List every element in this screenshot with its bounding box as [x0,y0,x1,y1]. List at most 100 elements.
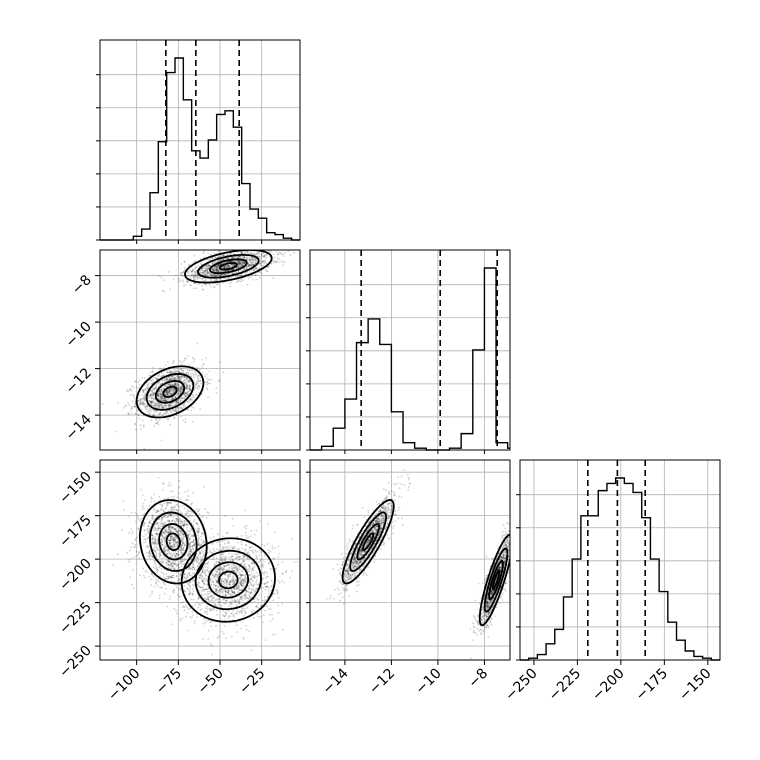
sample-point [152,414,155,417]
sample-point [157,581,160,583]
sample-point [198,375,200,377]
sample-point [158,550,161,552]
sample-point [164,378,167,380]
sample-point [141,377,144,379]
sample-point [180,272,182,274]
sample-point [172,360,175,362]
sample-point [158,594,161,597]
sample-point [139,398,142,400]
sample-point [145,388,147,390]
sample-point [168,404,170,406]
sample-point [248,559,251,561]
sample-point [254,262,256,265]
sample-point [146,383,149,386]
sample-point [193,407,195,409]
sample-point [167,393,170,395]
sample-point [202,533,205,535]
sample-point [150,497,153,500]
sample-point [151,593,153,596]
sample-point [167,389,170,392]
sample-point [188,387,191,390]
sample-point [214,274,217,277]
sample-point [170,402,173,405]
sample-point [166,501,169,504]
sample-point [169,384,172,387]
sample-point [207,263,210,266]
sample-point [164,507,167,510]
sample-point [186,369,189,372]
sample-point [160,395,162,398]
sample-point [194,622,196,625]
sample-point [214,569,217,572]
sample-point [306,235,308,237]
sample-point [163,522,166,525]
sample-point [157,394,160,397]
sample-point [134,403,137,406]
sample-point [163,583,166,586]
sample-point [184,557,186,559]
sample-point [127,412,130,414]
sample-point [157,382,160,385]
sample-point [181,361,184,364]
sample-point [149,394,152,396]
sample-point [208,264,210,267]
sample-point [178,389,180,392]
sample-point [226,266,228,268]
sample-point [197,377,200,380]
sample-point [193,358,196,360]
sample-point [155,571,158,574]
sample-point [181,617,184,619]
sample-point [168,377,171,380]
sample-point [174,383,177,386]
sample-point [274,531,277,534]
sample-point [171,398,174,401]
sample-point [129,388,131,390]
sample-point [252,279,255,281]
sample-point [229,546,232,548]
sample-point [157,529,160,532]
sample-point [186,629,189,632]
sample-point [175,520,178,522]
sample-point [172,526,175,529]
sample-point [178,388,180,391]
sample-point [152,387,155,390]
sample-point [148,545,151,548]
sample-point [183,379,186,381]
sample-point [153,387,156,390]
sample-point [161,405,164,407]
sample-point [174,401,177,403]
sample-point [165,391,168,394]
sample-points [112,476,299,656]
sample-point [195,383,197,386]
sample-point [160,391,163,393]
sample-point [152,395,154,397]
sample-point [191,572,194,575]
sample-point [179,560,182,563]
sample-point [290,246,292,248]
sample-point [172,516,175,518]
sample-point [160,396,162,399]
sample-point [192,394,195,397]
sample-point [189,387,192,389]
sample-point [249,259,251,262]
sample-point [278,258,281,260]
sample-point [130,511,133,514]
sample-point [176,375,179,377]
sample-point [166,503,169,506]
sample-point [168,404,171,406]
sample-point [183,376,186,379]
sample-point [237,541,239,544]
sample-point [186,387,189,390]
sample-point [165,561,168,564]
sample-point [253,269,256,272]
sample-point [268,593,270,596]
sample-point [213,600,215,603]
sample-point [247,277,250,280]
sample-point [125,405,128,408]
sample-point [163,405,166,407]
sample-point [184,513,187,516]
sample-point [142,389,145,391]
sample-point [163,378,166,381]
sample-point [161,382,164,385]
sample-point [196,376,199,379]
